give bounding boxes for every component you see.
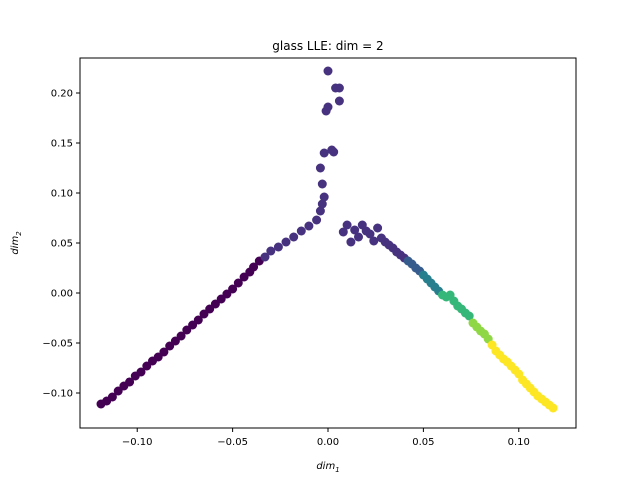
y-axis-ticks: −0.10 −0.05 0.00 0.05 0.10 0.15 0.20 <box>42 89 80 400</box>
scatter-point <box>125 377 135 387</box>
scatter-point <box>249 262 259 272</box>
scatter-point <box>176 331 186 341</box>
scatter-point <box>365 229 375 239</box>
scatter-point <box>296 226 306 236</box>
x-tick-label: 0.00 <box>317 437 339 448</box>
scatter-point <box>312 215 322 225</box>
scatter-point <box>373 223 383 233</box>
scatter-point <box>136 367 146 377</box>
y-tick-label: 0.00 <box>51 289 73 300</box>
scatter-point <box>464 311 474 321</box>
y-tick-label: 0.20 <box>51 89 73 100</box>
scatter-point <box>260 252 270 262</box>
scatter-point <box>369 236 379 246</box>
scatter-point <box>338 227 348 237</box>
scatter-point <box>319 148 329 158</box>
scatter-point <box>315 163 325 173</box>
x-tick-label: 0.05 <box>412 437 434 448</box>
scatter-point <box>107 392 117 402</box>
scatter-point <box>289 232 299 242</box>
scatter-point <box>273 242 283 252</box>
scatter-point <box>329 147 339 157</box>
scatter-point <box>354 232 363 242</box>
scatter-point <box>266 246 276 256</box>
scatter-point <box>193 315 203 325</box>
scatter-point <box>317 199 327 209</box>
scatter-point <box>334 96 344 106</box>
scatter-point <box>304 221 314 231</box>
scatter-point <box>228 284 238 294</box>
y-tick-label: 0.05 <box>51 239 73 250</box>
y-tick-label: −0.10 <box>42 389 73 400</box>
points-layer <box>96 66 558 413</box>
scatter-point <box>350 225 360 235</box>
scatter-point <box>319 192 329 202</box>
scatter-point <box>334 83 344 93</box>
x-tick-label: −0.05 <box>217 437 248 448</box>
scatter-point <box>317 179 327 189</box>
y-axis-label: dim2 <box>10 231 23 255</box>
y-tick-label: −0.05 <box>42 339 73 350</box>
x-axis-label: dim1 <box>316 461 339 474</box>
scatter-point <box>548 403 558 413</box>
scatter-point <box>233 278 243 288</box>
scatter-point <box>315 206 325 216</box>
x-tick-label: 0.10 <box>508 437 530 448</box>
x-tick-label: −0.10 <box>122 437 153 448</box>
scatter-point <box>323 102 333 112</box>
scatter-point <box>281 237 291 247</box>
y-tick-label: 0.10 <box>51 189 73 200</box>
scatter-point <box>346 237 356 247</box>
x-axis-ticks: −0.10 −0.05 0.00 0.05 0.10 <box>122 428 530 448</box>
scatter-point <box>342 220 352 230</box>
chart-title: glass LLE: dim = 2 <box>272 39 383 53</box>
scatter-point <box>323 66 333 76</box>
scatter-point <box>159 347 169 357</box>
y-tick-label: 0.15 <box>51 139 73 150</box>
